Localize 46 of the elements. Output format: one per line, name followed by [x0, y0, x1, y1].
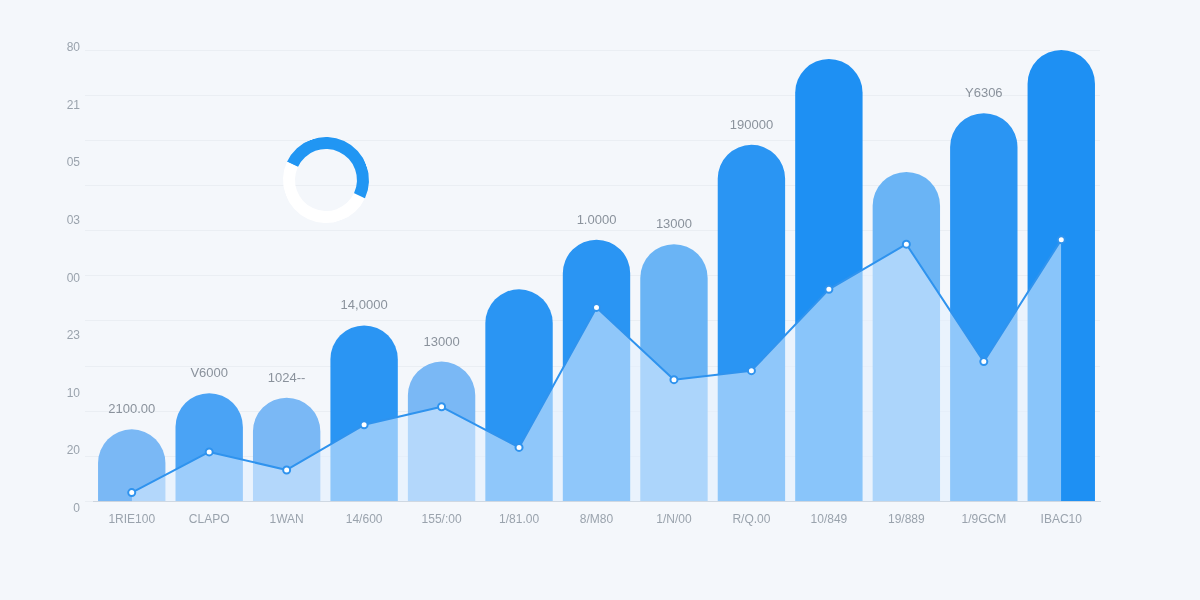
x-tick-label: 14/600 [345, 512, 383, 527]
x-tick-label: IBAC10 [1040, 512, 1083, 527]
x-tick-label: 1RIE100 [108, 512, 156, 527]
x-tick-label: 155/:00 [421, 512, 462, 527]
annotation: 190000 [729, 116, 774, 132]
text: 21 [66, 97, 80, 112]
text: 0 [73, 501, 80, 515]
x-tick-label: 1/N/00 [656, 512, 692, 527]
annotation: 13000 [655, 216, 693, 232]
x-tick-label: 10/849 [810, 512, 848, 527]
point [669, 375, 679, 385]
point [127, 488, 137, 498]
point [1056, 235, 1066, 245]
bar [175, 393, 243, 502]
annotation: 14,0000 [340, 297, 388, 313]
annotation: 1.0000 [576, 211, 617, 227]
text: 10 [66, 385, 80, 400]
x-tick-label: 1/81.00 [499, 512, 540, 527]
x-tick-label: 8/M80 [579, 512, 614, 527]
bar [407, 361, 476, 502]
text: 23 [66, 328, 80, 343]
annotation: 13000 [423, 333, 460, 349]
annotation: 2100.00 [108, 401, 156, 417]
text: 00 [66, 270, 80, 285]
x-tick-label: R/Q.00 [732, 512, 771, 527]
annotation: Y6306 [965, 85, 1003, 101]
bar [795, 59, 863, 502]
text: 20 [66, 443, 80, 458]
x-tick-label: CLAPO [188, 512, 230, 527]
annotation: V6000 [190, 365, 228, 381]
text: 03 [66, 212, 80, 227]
bar [1027, 50, 1095, 502]
text: 80 [66, 40, 80, 54]
point [282, 465, 292, 475]
bar [872, 171, 941, 502]
point [824, 284, 834, 294]
point [437, 402, 447, 412]
point [979, 357, 989, 367]
text: 05 [66, 155, 80, 170]
point [901, 239, 911, 249]
x-tick-label: 1WAN [269, 512, 304, 527]
bar [640, 244, 708, 502]
x-tick-label: 1/9GCM [961, 512, 1007, 527]
point [204, 447, 214, 457]
x-tick-label: 19/889 [887, 512, 926, 527]
annotation: 1024-- [267, 369, 306, 385]
